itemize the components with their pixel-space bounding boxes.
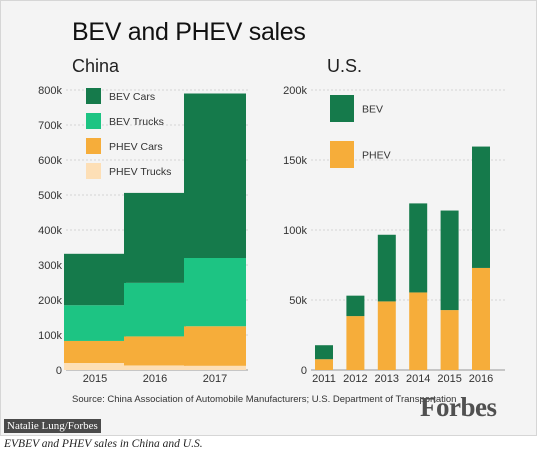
china-bar-bev-cars — [64, 253, 126, 306]
china-bar-phev-trucks — [124, 365, 186, 370]
china-y-tick-label: 700k — [38, 120, 62, 132]
us-bar-phev — [346, 316, 365, 370]
us-legend-label: PHEV — [362, 150, 391, 162]
source-note: Source: China Association of Automobile … — [72, 394, 457, 405]
us-x-tick-label: 2012 — [343, 373, 367, 385]
us-bar-bev — [472, 146, 490, 268]
us-bar-bev — [440, 210, 459, 311]
china-y-tick-label: 600k — [38, 155, 62, 167]
china-x-tick-label: 2015 — [83, 373, 107, 385]
chart-title: BEV and PHEV sales — [72, 18, 306, 46]
china-legend-swatch — [86, 163, 101, 179]
china-y-tick-label: 800k — [38, 85, 62, 97]
us-y-tick-label: 100k — [283, 225, 307, 237]
china-bar-phev-cars — [124, 336, 186, 366]
us-bar-phev — [315, 359, 333, 370]
china-legend-label: PHEV Cars — [109, 141, 163, 153]
us-x-tick-label: 2015 — [437, 373, 461, 385]
china-legend-swatch — [86, 88, 101, 104]
photo-credit: Natalie Lung/Forbes — [4, 419, 101, 433]
us-legend-label: BEV — [362, 104, 383, 116]
china-y-tick-label: 100k — [38, 330, 62, 342]
china-bar-bev-trucks — [184, 258, 246, 327]
china-y-tick-label: 400k — [38, 225, 62, 237]
us-bar-bev — [377, 234, 396, 302]
china-bar-phev-cars — [64, 340, 126, 363]
china-subtitle: China — [72, 56, 120, 76]
china-bar-bev-trucks — [64, 305, 126, 341]
us-bar-phev — [440, 310, 459, 370]
china-y-tick-label: 300k — [38, 260, 62, 272]
image-caption: EVBEV and PHEV sales in China and U.S. — [4, 438, 203, 450]
us-bar-phev — [472, 267, 490, 370]
china-legend-label: BEV Trucks — [109, 116, 164, 128]
china-bar-phev-trucks — [64, 363, 126, 370]
us-x-tick-label: 2014 — [406, 373, 430, 385]
china-y-tick-label: 0 — [56, 365, 62, 377]
us-legend-swatch — [330, 141, 354, 168]
china-bar-bev-cars — [124, 192, 186, 283]
us-x-tick-label: 2016 — [469, 373, 493, 385]
us-x-tick-label: 2013 — [375, 373, 399, 385]
us-x-tick-label: 2011 — [312, 373, 336, 385]
us-y-tick-label: 150k — [283, 155, 307, 167]
us-bar-phev — [377, 301, 396, 370]
us-y-tick-label: 200k — [283, 85, 307, 97]
forbes-logo: Forbes — [420, 392, 497, 422]
china-y-tick-label: 200k — [38, 295, 62, 307]
us-bar-bev — [315, 345, 333, 360]
us-bar-bev — [409, 203, 428, 293]
china-bar-phev-trucks — [184, 365, 246, 370]
china-bar-bev-trucks — [124, 282, 186, 337]
china-legend-swatch — [86, 138, 101, 154]
china-legend-label: PHEV Trucks — [109, 166, 171, 178]
bar-charts: 0 100k 200k 300k 400k 500k 600k 700k 800k 2015 201… — [38, 85, 505, 385]
us-bar-phev — [409, 292, 428, 370]
us-y-tick-label: 50k — [289, 295, 307, 307]
china-y-tick-label: 500k — [38, 190, 62, 202]
us-legend-swatch — [330, 95, 354, 122]
china-legend-label: BEV Cars — [109, 91, 155, 103]
us-y-tick-label: 0 — [301, 365, 307, 377]
china-bar-bev-cars — [184, 93, 246, 258]
china-x-tick-label: 2017 — [203, 373, 227, 385]
us-bar-bev — [346, 295, 365, 317]
china-bar-phev-cars — [184, 326, 246, 366]
china-x-tick-label: 2016 — [143, 373, 167, 385]
china-legend-swatch — [86, 113, 101, 129]
us-subtitle: U.S. — [327, 56, 363, 76]
